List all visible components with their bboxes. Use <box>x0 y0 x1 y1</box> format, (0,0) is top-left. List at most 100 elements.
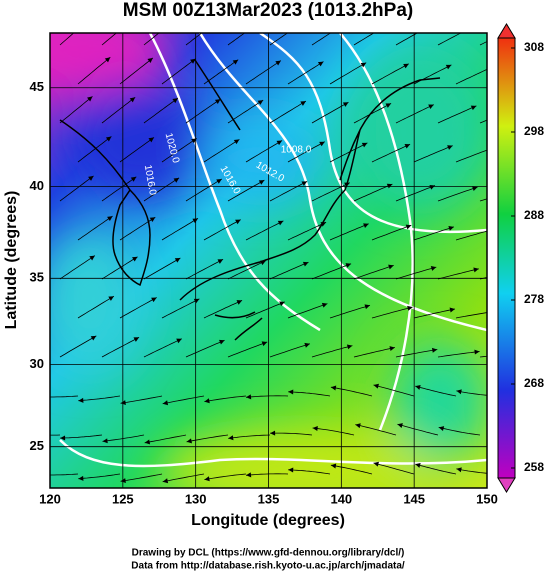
streamline <box>245 473 289 476</box>
streamline-arrow <box>204 476 210 482</box>
streamline-arrow <box>204 398 210 404</box>
streamline-arrow <box>312 426 318 432</box>
streamline <box>311 101 349 124</box>
streamline-arrow <box>78 475 84 481</box>
streamline <box>395 104 434 124</box>
streamline <box>287 141 325 163</box>
streamline <box>395 349 438 358</box>
streamline <box>311 263 352 280</box>
credit: Data from http://database.rish.kyoto-u.a… <box>131 561 405 572</box>
streamline-arrow <box>129 97 136 103</box>
streamline-arrow <box>78 397 84 403</box>
streamline-arrow <box>102 438 108 444</box>
streamline-arrow <box>275 60 281 66</box>
streamline-arrow <box>321 302 328 308</box>
streamline-arrow <box>428 104 434 110</box>
streamline <box>438 427 481 436</box>
streamline-arrow <box>149 217 156 222</box>
streamline-arrow <box>430 266 437 271</box>
streamline-arrow <box>492 308 498 314</box>
streamline <box>288 469 331 475</box>
streamline-arrow <box>89 255 95 261</box>
colorbar-tick-label: 308 <box>524 40 544 54</box>
streamline <box>311 345 353 358</box>
streamline-arrow <box>438 426 445 432</box>
streamline <box>50 434 61 436</box>
streamline-arrow <box>330 463 337 469</box>
streamline <box>329 223 369 241</box>
streamline-arrow <box>174 258 181 263</box>
streamline <box>413 226 455 241</box>
streamline <box>203 219 241 241</box>
streamline <box>437 268 479 280</box>
streamline-arrow <box>384 21 391 28</box>
streamline-arrow <box>120 400 126 406</box>
streamline <box>143 33 160 46</box>
streamline-arrow <box>403 63 409 69</box>
streamline-arrow <box>172 98 178 104</box>
streamline <box>77 56 111 85</box>
colorbar-tick-label: 278 <box>524 292 544 306</box>
streamline <box>185 178 222 202</box>
streamline-arrow <box>532 146 538 152</box>
streamline <box>77 215 113 241</box>
streamline-arrow <box>456 467 462 473</box>
streamline <box>143 338 182 358</box>
streamline <box>245 140 283 163</box>
streamline-arrow <box>342 102 349 107</box>
streamline <box>415 385 457 397</box>
streamline <box>60 434 103 439</box>
streamline-arrow <box>151 297 157 303</box>
streamline-arrow <box>219 339 225 345</box>
streamline-arrow <box>470 23 477 30</box>
streamline <box>245 395 289 398</box>
streamline-arrow <box>232 59 239 65</box>
streamline <box>59 335 97 358</box>
streamline <box>245 220 284 241</box>
streamline <box>353 103 392 124</box>
streamline <box>353 265 394 280</box>
streamline-arrow <box>386 183 393 189</box>
plot-frame <box>49 32 488 489</box>
streamline <box>203 59 239 85</box>
streamline-arrow <box>162 478 169 484</box>
streamline <box>143 177 180 202</box>
streamline-arrow <box>277 220 284 226</box>
streamline <box>77 295 115 319</box>
streamline-arrow <box>301 181 308 186</box>
streamline <box>227 341 268 358</box>
streamline-arrow <box>288 389 294 395</box>
streamline <box>227 33 246 46</box>
streamline-arrow <box>473 267 479 273</box>
streamline-arrow <box>346 344 353 350</box>
streamline-arrow <box>228 435 234 441</box>
credit: Drawing by DCL (https://www.gfd-dennou.o… <box>132 548 405 559</box>
streamline-arrow <box>516 268 522 274</box>
streamline-arrow <box>105 136 112 142</box>
streamline-arrow <box>18 432 23 437</box>
streamline <box>288 391 331 397</box>
streamline-arrow <box>531 65 538 72</box>
streamline <box>455 149 487 163</box>
contour-label: 1016.0 <box>142 164 158 196</box>
streamline <box>330 386 373 397</box>
streamline-arrow <box>330 385 337 391</box>
streamline <box>59 96 93 124</box>
streamline <box>161 218 199 241</box>
streamline-arrow <box>474 349 480 355</box>
streamline-arrow <box>534 310 539 315</box>
streamline-arrow <box>342 20 349 27</box>
streamline-arrow <box>36 472 41 477</box>
streamline <box>329 62 367 85</box>
streamline <box>355 424 397 436</box>
streamline-arrow <box>270 430 276 436</box>
streamline-arrow <box>246 394 252 400</box>
streamline <box>456 390 487 396</box>
streamline <box>120 473 163 482</box>
y-tick-label: 30 <box>30 356 44 371</box>
streamline-arrow <box>162 400 169 406</box>
streamline <box>101 256 138 280</box>
streamline <box>413 64 452 85</box>
streamline <box>119 297 157 319</box>
streamline <box>77 136 112 163</box>
